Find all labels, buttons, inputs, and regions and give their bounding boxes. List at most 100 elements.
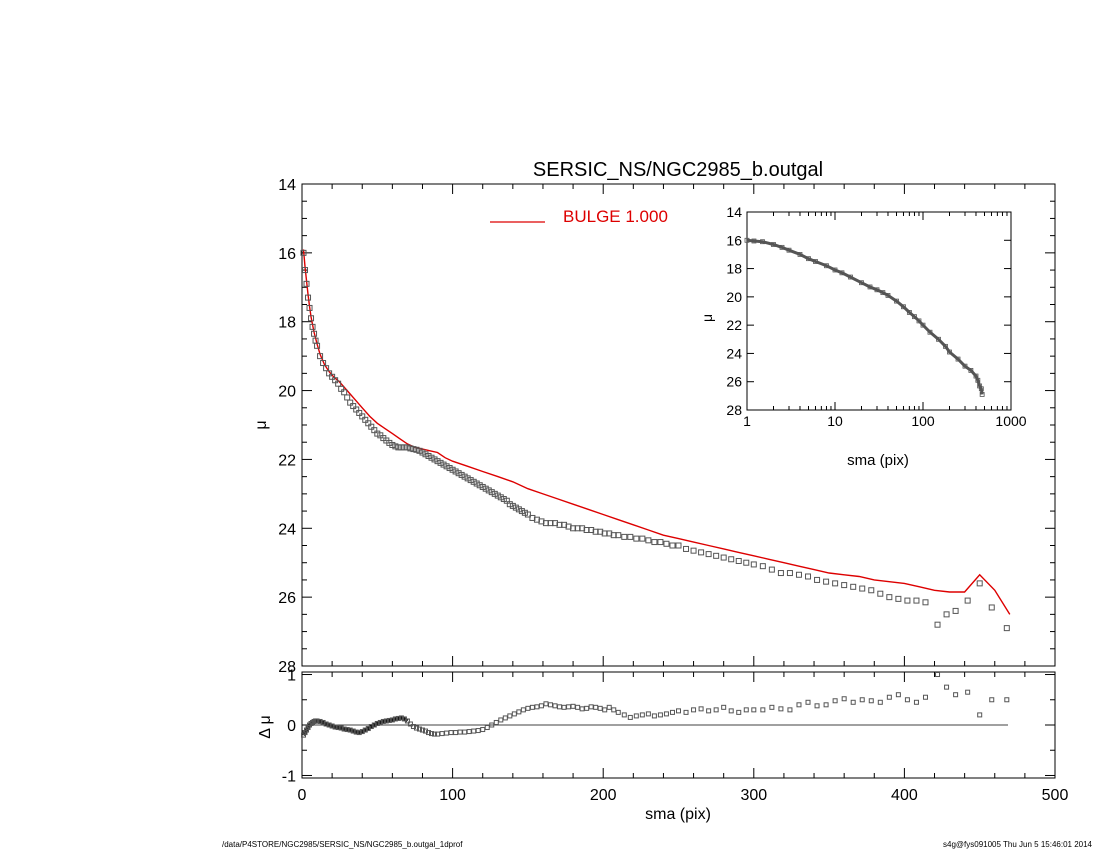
legend-label: BULGE 1.000: [563, 207, 668, 226]
main-y-tick-label: 18: [278, 315, 296, 332]
residual-point: [787, 707, 793, 713]
residual-y-axis-label: Δ μ: [257, 715, 274, 738]
inset-point: [968, 367, 974, 373]
residual-point: [611, 707, 617, 713]
x-tick-label: 200: [590, 787, 617, 804]
profile-point: [976, 580, 983, 587]
inset-y-ticks: 14 16 18 20 22 24 26 28: [726, 204, 1011, 418]
profile-point: [832, 580, 839, 587]
inset-y-tick-label: 20: [726, 289, 742, 305]
residual-point: [796, 702, 802, 708]
profile-point: [329, 373, 336, 380]
residual-panel: Δ μ sma (pix) -101 0 100 200 300 400 500: [257, 668, 1068, 823]
residual-point: [374, 720, 380, 726]
inset-point: [906, 310, 912, 315]
residual-point: [353, 729, 359, 735]
profile-point: [314, 342, 321, 349]
inset-point: [962, 363, 968, 369]
profile-point: [506, 501, 513, 508]
profile-point: [434, 458, 441, 465]
residual-point: [338, 725, 344, 731]
profile-point: [300, 249, 307, 256]
inset-x-tick-label: 1000: [995, 413, 1026, 429]
inset-point: [916, 318, 922, 324]
profile-point: [877, 590, 884, 597]
x-tick-label: 300: [740, 787, 767, 804]
inset-point: [859, 280, 864, 286]
residual-point: [407, 721, 413, 727]
profile-point: [698, 549, 705, 556]
residual-point: [466, 729, 472, 735]
residual-point: [627, 714, 633, 720]
inset-point: [947, 349, 952, 355]
residual-point: [429, 731, 435, 737]
profile-point: [988, 604, 995, 611]
profile-point: [389, 441, 396, 448]
profile-point: [470, 478, 477, 485]
inset-point: [885, 293, 891, 298]
residual-point: [593, 704, 599, 710]
residual-point: [584, 705, 590, 711]
residual-point: [645, 711, 651, 717]
profile-point: [500, 496, 507, 503]
footer-timestamp: s4g@fys091005 Thu Jun 5 15:46:01 2014: [943, 840, 1093, 849]
profile-point: [795, 571, 802, 578]
residual-point: [832, 698, 838, 704]
profile-point: [458, 471, 465, 478]
profile-point: [512, 504, 519, 511]
profile-point: [428, 454, 435, 461]
residual-point: [557, 704, 563, 710]
inset-point: [786, 247, 792, 253]
profile-point: [615, 532, 622, 539]
inset-point: [936, 336, 941, 342]
residual-point: [1004, 697, 1010, 703]
profile-point: [362, 416, 369, 423]
profile-point: [422, 451, 429, 458]
profile-point: [308, 315, 315, 322]
profile-point: [728, 556, 735, 563]
residual-point: [676, 708, 681, 714]
residual-point: [377, 719, 383, 725]
profile-point: [521, 509, 528, 516]
residual-point: [525, 705, 531, 711]
residual-point: [904, 697, 910, 703]
profile-point: [488, 489, 495, 496]
residual-point: [462, 729, 468, 735]
residual-point: [651, 713, 657, 719]
residual-point: [350, 728, 356, 734]
residual-point: [457, 729, 463, 735]
profile-point: [332, 377, 339, 384]
profile-point: [359, 413, 366, 420]
profile-point: [823, 578, 830, 585]
residual-point: [989, 697, 995, 703]
main-y-tick-label: 28: [278, 659, 296, 676]
inset-point: [751, 238, 757, 244]
residual-point: [922, 694, 928, 700]
inset-point: [744, 237, 750, 243]
profile-point: [467, 477, 474, 484]
residual-point: [475, 728, 481, 734]
profile-point: [768, 566, 775, 573]
profile-point: [305, 294, 312, 301]
profile-point: [913, 597, 920, 604]
inset-y-tick-label: 26: [726, 374, 742, 390]
residual-point: [439, 731, 445, 737]
profile-point: [473, 480, 480, 487]
profile-point: [476, 482, 483, 489]
inset-point: [797, 252, 803, 257]
profile-point: [663, 540, 670, 547]
residual-point: [621, 712, 627, 718]
residual-point: [935, 672, 941, 678]
inset-point: [867, 284, 873, 290]
residual-y-tick-label: -1: [282, 768, 296, 785]
residual-point: [480, 727, 486, 733]
residual-point: [575, 704, 581, 710]
profile-point: [371, 427, 378, 434]
inset-point: [824, 263, 829, 269]
inset-point: [813, 259, 818, 264]
residual-point: [552, 703, 558, 709]
profile-point: [311, 330, 318, 337]
profile-point: [750, 561, 757, 568]
profile-point: [350, 403, 357, 410]
residual-point: [435, 731, 441, 737]
